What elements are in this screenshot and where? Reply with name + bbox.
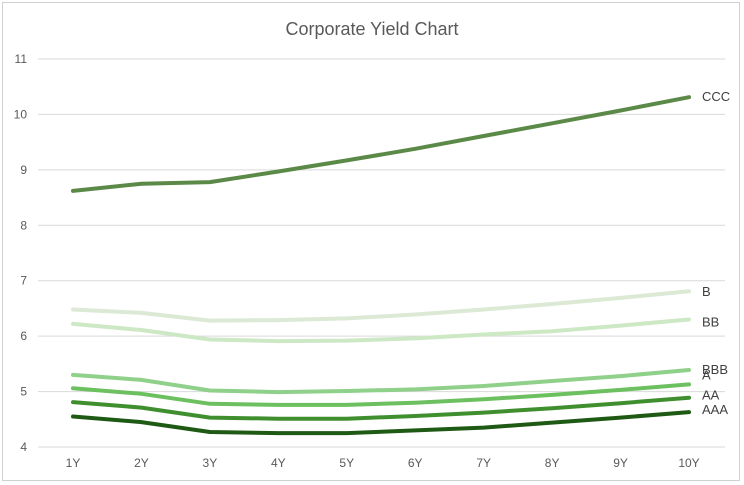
y-tick-label: 6 (20, 329, 27, 343)
y-tick-label: 11 (15, 52, 28, 66)
x-tick-label: 10Y (678, 456, 699, 470)
series-label-b: B (702, 284, 711, 299)
series-label-ccc: CCC (702, 89, 730, 104)
y-tick-label: 8 (20, 218, 27, 232)
series-lines (71, 95, 691, 436)
series-label-a: A (702, 367, 711, 382)
series-line-aaa (71, 410, 691, 436)
x-axis-ticks: 1Y 2Y 3Y 4Y 5Y 6Y 7Y 8Y 9Y 10Y (66, 456, 700, 470)
y-axis-ticks: 4 5 6 7 8 9 10 11 (14, 52, 28, 454)
chart-title: Corporate Yield Chart (285, 19, 458, 39)
series-label-aa: AA (702, 388, 720, 403)
y-tick-label: 9 (20, 163, 27, 177)
y-tick-label: 10 (14, 107, 28, 121)
y-tick-label: 7 (20, 274, 27, 288)
series-line-bbb (71, 368, 691, 395)
series-line-ccc (71, 95, 691, 193)
series-label-bbb: BBB (702, 362, 728, 377)
series-line-aa (71, 395, 691, 421)
x-tick-label: 9Y (613, 456, 628, 470)
series-line-a (71, 382, 691, 407)
x-tick-label: 1Y (66, 456, 81, 470)
x-tick-label: 2Y (134, 456, 149, 470)
x-tick-label: 4Y (271, 456, 286, 470)
x-tick-label: 3Y (203, 456, 218, 470)
y-tick-label: 4 (20, 440, 27, 454)
series-line-bb (71, 317, 691, 344)
y-tick-label: 5 (20, 385, 27, 399)
x-tick-label: 6Y (408, 456, 423, 470)
chart-frame (2, 2, 740, 481)
series-label-bb: BB (702, 315, 719, 330)
x-tick-label: 7Y (476, 456, 491, 470)
series-line-b (71, 289, 691, 323)
x-tick-label: 8Y (545, 456, 560, 470)
series-label-aaa: AAA (702, 402, 728, 417)
x-tick-label: 5Y (339, 456, 354, 470)
